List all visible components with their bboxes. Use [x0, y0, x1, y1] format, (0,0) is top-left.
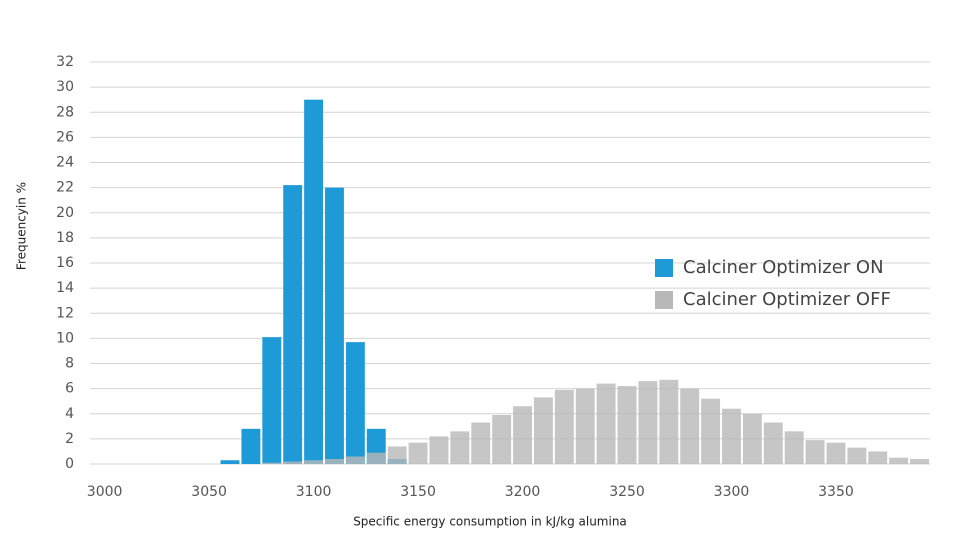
y-tick-label: 10 — [56, 330, 74, 346]
legend-label: Calciner Optimizer OFF — [683, 289, 891, 310]
bar — [784, 431, 804, 464]
bar — [575, 388, 595, 464]
bar — [910, 458, 929, 464]
legend-swatch — [655, 259, 673, 277]
bar — [763, 422, 783, 464]
bar — [513, 406, 532, 464]
bar — [659, 379, 679, 464]
y-tick-label: 28 — [56, 104, 74, 120]
x-tick-label: 3050 — [191, 484, 227, 500]
bar — [554, 389, 574, 464]
bar — [722, 408, 741, 464]
legend-swatch — [655, 291, 673, 309]
bar — [847, 447, 867, 464]
bar — [471, 422, 491, 464]
y-tick-label: 32 — [56, 54, 74, 70]
bar — [596, 383, 616, 464]
y-tick-label: 12 — [56, 305, 74, 321]
y-tick-label: 26 — [56, 129, 74, 145]
x-tick-label: 3250 — [609, 484, 645, 500]
y-tick-label: 20 — [56, 205, 74, 221]
bar — [241, 428, 261, 464]
y-tick-label: 14 — [56, 280, 74, 296]
bar — [345, 342, 365, 464]
bar — [701, 398, 721, 464]
bar — [220, 460, 240, 464]
x-tick-label: 3100 — [296, 484, 332, 500]
y-tick-label: 16 — [56, 255, 74, 271]
x-tick-label: 3200 — [505, 484, 541, 500]
y-axis-label: Frequencyin % — [15, 182, 29, 270]
y-tick-label: 6 — [65, 381, 74, 397]
bar — [325, 187, 344, 464]
bar — [429, 436, 449, 464]
bar — [492, 415, 512, 464]
bar — [366, 452, 386, 464]
x-tick-label: 3000 — [87, 484, 123, 500]
x-axis-label: Specific energy consumption in kJ/kg alu… — [353, 515, 627, 529]
bar — [680, 388, 700, 464]
y-tick-label: 24 — [56, 155, 74, 171]
bar — [533, 397, 553, 464]
bar — [262, 462, 282, 464]
y-tick-label: 30 — [56, 79, 74, 95]
bar — [345, 456, 365, 464]
bar — [805, 440, 825, 464]
y-tick-label: 2 — [65, 431, 74, 447]
x-tick-label: 3300 — [714, 484, 750, 500]
bar — [304, 99, 324, 464]
x-tick-label: 3150 — [400, 484, 436, 500]
y-tick-label: 4 — [65, 406, 74, 422]
bar — [304, 460, 324, 464]
bar — [325, 458, 344, 464]
x-tick-label: 3350 — [818, 484, 854, 500]
bar — [617, 386, 637, 464]
bar — [868, 451, 888, 464]
bar — [262, 337, 282, 464]
bar — [387, 446, 407, 464]
bar — [283, 461, 303, 464]
bar — [742, 413, 762, 464]
bar — [450, 431, 470, 464]
y-tick-label: 22 — [56, 180, 74, 196]
y-tick-label: 18 — [56, 230, 74, 246]
bar — [826, 442, 846, 464]
legend-label: Calciner Optimizer ON — [683, 257, 884, 278]
y-tick-label: 0 — [65, 456, 74, 472]
bar — [283, 185, 303, 465]
bar — [889, 457, 909, 464]
bar — [638, 381, 658, 464]
y-tick-label: 8 — [65, 356, 74, 372]
bar — [408, 442, 428, 464]
